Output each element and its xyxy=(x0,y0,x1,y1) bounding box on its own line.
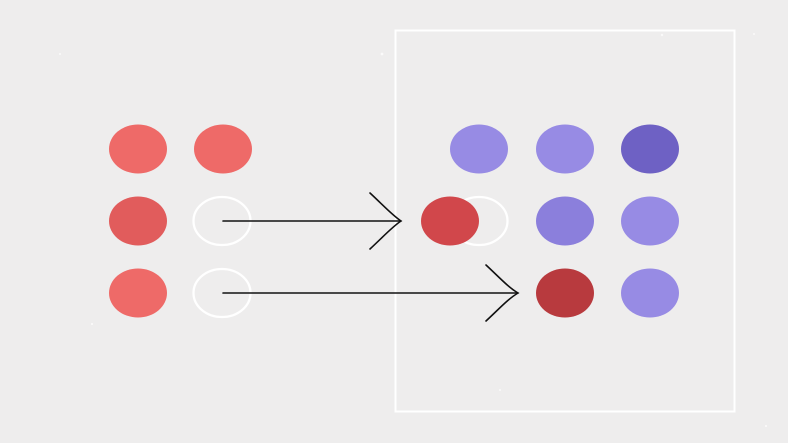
speck xyxy=(764,424,768,428)
right-dot-1-1 xyxy=(450,124,508,174)
speck xyxy=(660,33,664,37)
moved-dot-row-2 xyxy=(421,196,479,246)
right-group xyxy=(421,124,679,318)
arrow-row-3-head xyxy=(485,264,520,322)
right-dot-1-2 xyxy=(536,124,594,174)
paper-specks xyxy=(59,33,768,428)
arrow-row-2-head xyxy=(369,192,403,250)
speck xyxy=(380,52,384,56)
left-dot-1-1 xyxy=(109,124,167,174)
speck xyxy=(499,389,501,391)
left-dot-1-2 xyxy=(194,124,252,174)
left-dot-3-1 xyxy=(109,268,167,318)
right-dot-3-3 xyxy=(621,268,679,318)
right-dot-2-3 xyxy=(621,196,679,246)
right-dot-1-3 xyxy=(621,124,679,174)
right-dot-2-2 xyxy=(536,196,594,246)
left-dot-2-1 xyxy=(109,196,167,246)
speck xyxy=(90,322,94,326)
speck xyxy=(59,53,61,55)
moved-dot-row-3 xyxy=(536,268,594,318)
speck xyxy=(753,33,755,35)
transfer-arrows xyxy=(222,192,520,322)
